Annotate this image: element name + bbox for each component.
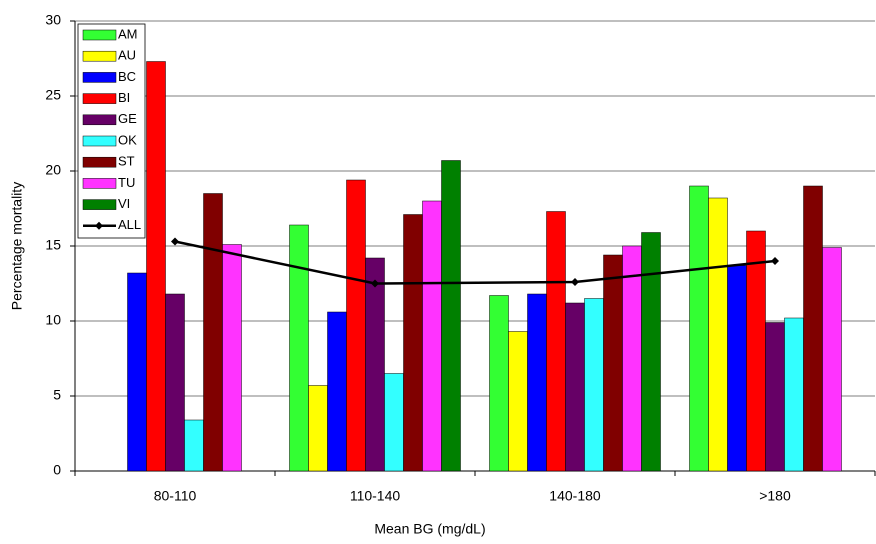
legend-swatch <box>82 29 117 41</box>
bar <box>365 257 385 472</box>
marker <box>571 278 579 286</box>
bar <box>641 232 661 472</box>
marker <box>171 237 179 246</box>
line <box>174 240 776 285</box>
bar <box>422 200 442 472</box>
legend-label: OK <box>118 132 137 147</box>
legend-swatch <box>82 199 117 210</box>
legend-label: ST <box>118 154 135 169</box>
legend-label: AU <box>118 48 136 63</box>
legend-swatch <box>82 156 117 168</box>
bar <box>289 224 309 472</box>
legend-swatch <box>82 50 117 62</box>
bar <box>184 419 204 472</box>
bar <box>527 293 547 472</box>
legend-label: VI <box>118 196 130 211</box>
bar <box>146 61 166 472</box>
legend-swatch <box>82 135 117 147</box>
bar <box>203 193 223 472</box>
bar <box>603 254 623 472</box>
bar <box>746 230 766 472</box>
bar <box>765 322 785 472</box>
bar <box>727 265 747 472</box>
bar <box>508 331 528 472</box>
legend-label: ALL <box>118 217 141 232</box>
legend-label: BI <box>118 90 130 105</box>
legend-label: TU <box>118 175 135 190</box>
bar <box>822 247 842 472</box>
legend-label: AM <box>118 26 138 41</box>
x-tick-label: 110-140 <box>350 488 401 504</box>
y-tick-label: 10 <box>45 312 61 328</box>
bar <box>565 302 585 472</box>
legend-swatch <box>82 72 117 83</box>
legend-label: BC <box>118 69 136 84</box>
y-tick-label: 15 <box>45 237 61 253</box>
bar <box>403 214 423 472</box>
bar <box>327 311 347 472</box>
bar <box>622 245 642 472</box>
y-axis-label: Percentage mortality <box>9 182 25 310</box>
x-tick-label: >180 <box>759 488 791 504</box>
bar <box>803 185 823 472</box>
bar <box>784 317 804 472</box>
legend-swatch <box>82 93 117 104</box>
x-tick-label: 80-110 <box>154 488 197 504</box>
bar <box>546 211 566 472</box>
bar <box>222 244 242 472</box>
legend-marker <box>95 221 103 230</box>
bar <box>708 197 728 472</box>
marker <box>371 279 379 288</box>
y-tick-label: 0 <box>53 462 61 478</box>
legend-swatch <box>82 114 117 126</box>
x-tick-label: 140-180 <box>549 488 601 504</box>
bar <box>689 185 709 472</box>
y-tick-label: 5 <box>53 387 61 403</box>
y-tick-label: 30 <box>45 12 61 28</box>
legend-swatch <box>82 178 117 189</box>
bar <box>489 295 509 472</box>
legend-label: GE <box>118 111 137 126</box>
bar <box>165 293 185 472</box>
x-axis-label: Mean BG (mg/dL) <box>374 521 485 537</box>
y-tick-label: 20 <box>45 162 61 178</box>
marker <box>771 257 779 265</box>
bar <box>441 160 461 472</box>
bar <box>346 179 366 472</box>
bar <box>384 373 404 472</box>
y-tick-label: 25 <box>45 87 61 103</box>
bar <box>308 385 328 472</box>
bar <box>127 272 147 472</box>
bar <box>584 298 604 472</box>
